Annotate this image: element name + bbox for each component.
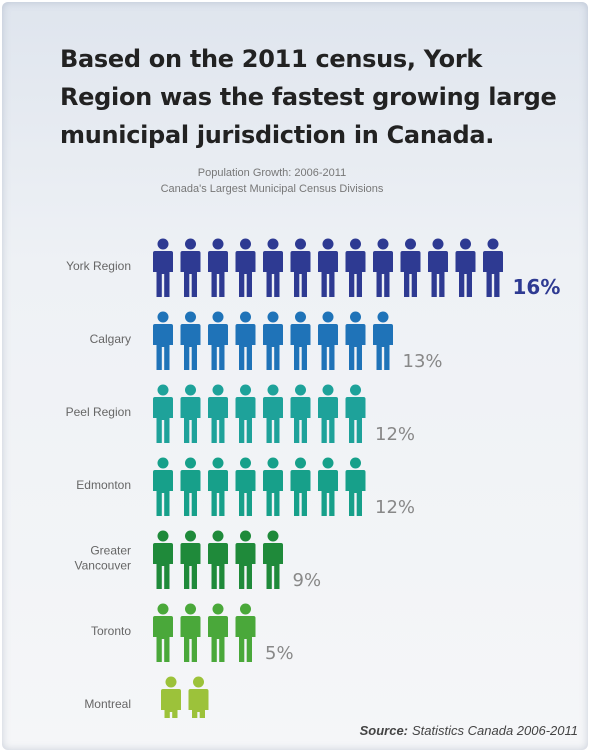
person-icon [153, 603, 173, 662]
person-icon [208, 603, 228, 662]
value-label: 5% [265, 643, 294, 664]
person-icon [400, 238, 421, 297]
chart-panel: York Region 16% Calgary 13% Peel Region 12% Ed… [16, 198, 586, 718]
chart-row: Greater Vancouver 9% [75, 530, 322, 591]
person-icon [373, 311, 393, 370]
person-icon [153, 457, 173, 516]
person-icon [180, 238, 201, 297]
source-note: Source: Statistics Canada 2006-2011 [360, 723, 578, 738]
person-icon [235, 603, 256, 662]
chart-subtitle: Canada's Largest Municipal Census Divisi… [160, 183, 384, 195]
value-label: 12% [375, 424, 415, 445]
person-icon [208, 457, 228, 516]
category-label: Toronto [91, 624, 131, 638]
person-icon [290, 311, 311, 370]
person-icon [318, 457, 338, 516]
category-label: Peel Region [66, 405, 131, 419]
chart-row: Calgary 13% [90, 311, 443, 372]
source-text: Statistics Canada 2006-2011 [412, 723, 578, 738]
chart-row: York Region 16% [66, 238, 561, 299]
person-icon [455, 238, 476, 297]
person-icon [161, 676, 181, 718]
person-icon [153, 311, 173, 370]
value-label: 12% [375, 497, 415, 518]
value-label: 2% [218, 716, 247, 718]
person-icon [483, 238, 503, 297]
person-icon [235, 238, 256, 297]
person-icon [235, 384, 256, 443]
chart-row: Peel Region 12% [66, 384, 415, 445]
person-icon [235, 311, 256, 370]
person-icon [180, 311, 201, 370]
person-icon [263, 384, 283, 443]
category-label: Greater Vancouver [75, 544, 131, 573]
person-icon [345, 457, 366, 516]
person-icon [345, 311, 366, 370]
person-icon [428, 238, 448, 297]
headline: Based on the 2011 census, York Region wa… [60, 45, 557, 149]
person-icon [180, 384, 201, 443]
category-label: Calgary [90, 332, 131, 346]
person-icon [180, 457, 201, 516]
category-label: York Region [66, 259, 131, 273]
person-icon [153, 238, 173, 297]
person-icon [318, 311, 338, 370]
person-icon [180, 603, 201, 662]
chart-title: Population Growth: 2006-2011 [197, 167, 347, 179]
person-icon [263, 311, 283, 370]
value-label: 9% [293, 570, 322, 591]
person-icon [208, 311, 228, 370]
person-icon [290, 457, 311, 516]
person-icon [188, 676, 209, 718]
value-label: 16% [513, 275, 561, 299]
chart-row: Edmonton 12% [76, 457, 415, 518]
value-label: 13% [403, 351, 443, 372]
person-icon [263, 457, 283, 516]
person-icon [318, 384, 338, 443]
person-icon [208, 238, 228, 297]
category-label: Edmonton [76, 478, 131, 492]
person-icon [235, 530, 256, 589]
person-icon [373, 238, 393, 297]
person-icon [290, 384, 311, 443]
category-label: Montreal [84, 697, 131, 711]
person-icon [345, 384, 366, 443]
person-icon [208, 384, 228, 443]
chart-row: Toronto 5% [91, 603, 294, 664]
person-icon [235, 457, 256, 516]
person-icon [290, 238, 311, 297]
person-icon [263, 530, 283, 589]
person-icon [208, 530, 228, 589]
person-icon [263, 238, 283, 297]
source-label: Source: [359, 723, 409, 738]
chart-title-block: Population Growth: 2006-2011 Canada's La… [62, 165, 482, 197]
person-icon [153, 530, 173, 589]
person-icon [180, 530, 201, 589]
person-icon [153, 384, 173, 443]
chart-row: Montreal 2% [84, 676, 247, 718]
person-icon [318, 238, 338, 297]
person-icon [345, 238, 366, 297]
